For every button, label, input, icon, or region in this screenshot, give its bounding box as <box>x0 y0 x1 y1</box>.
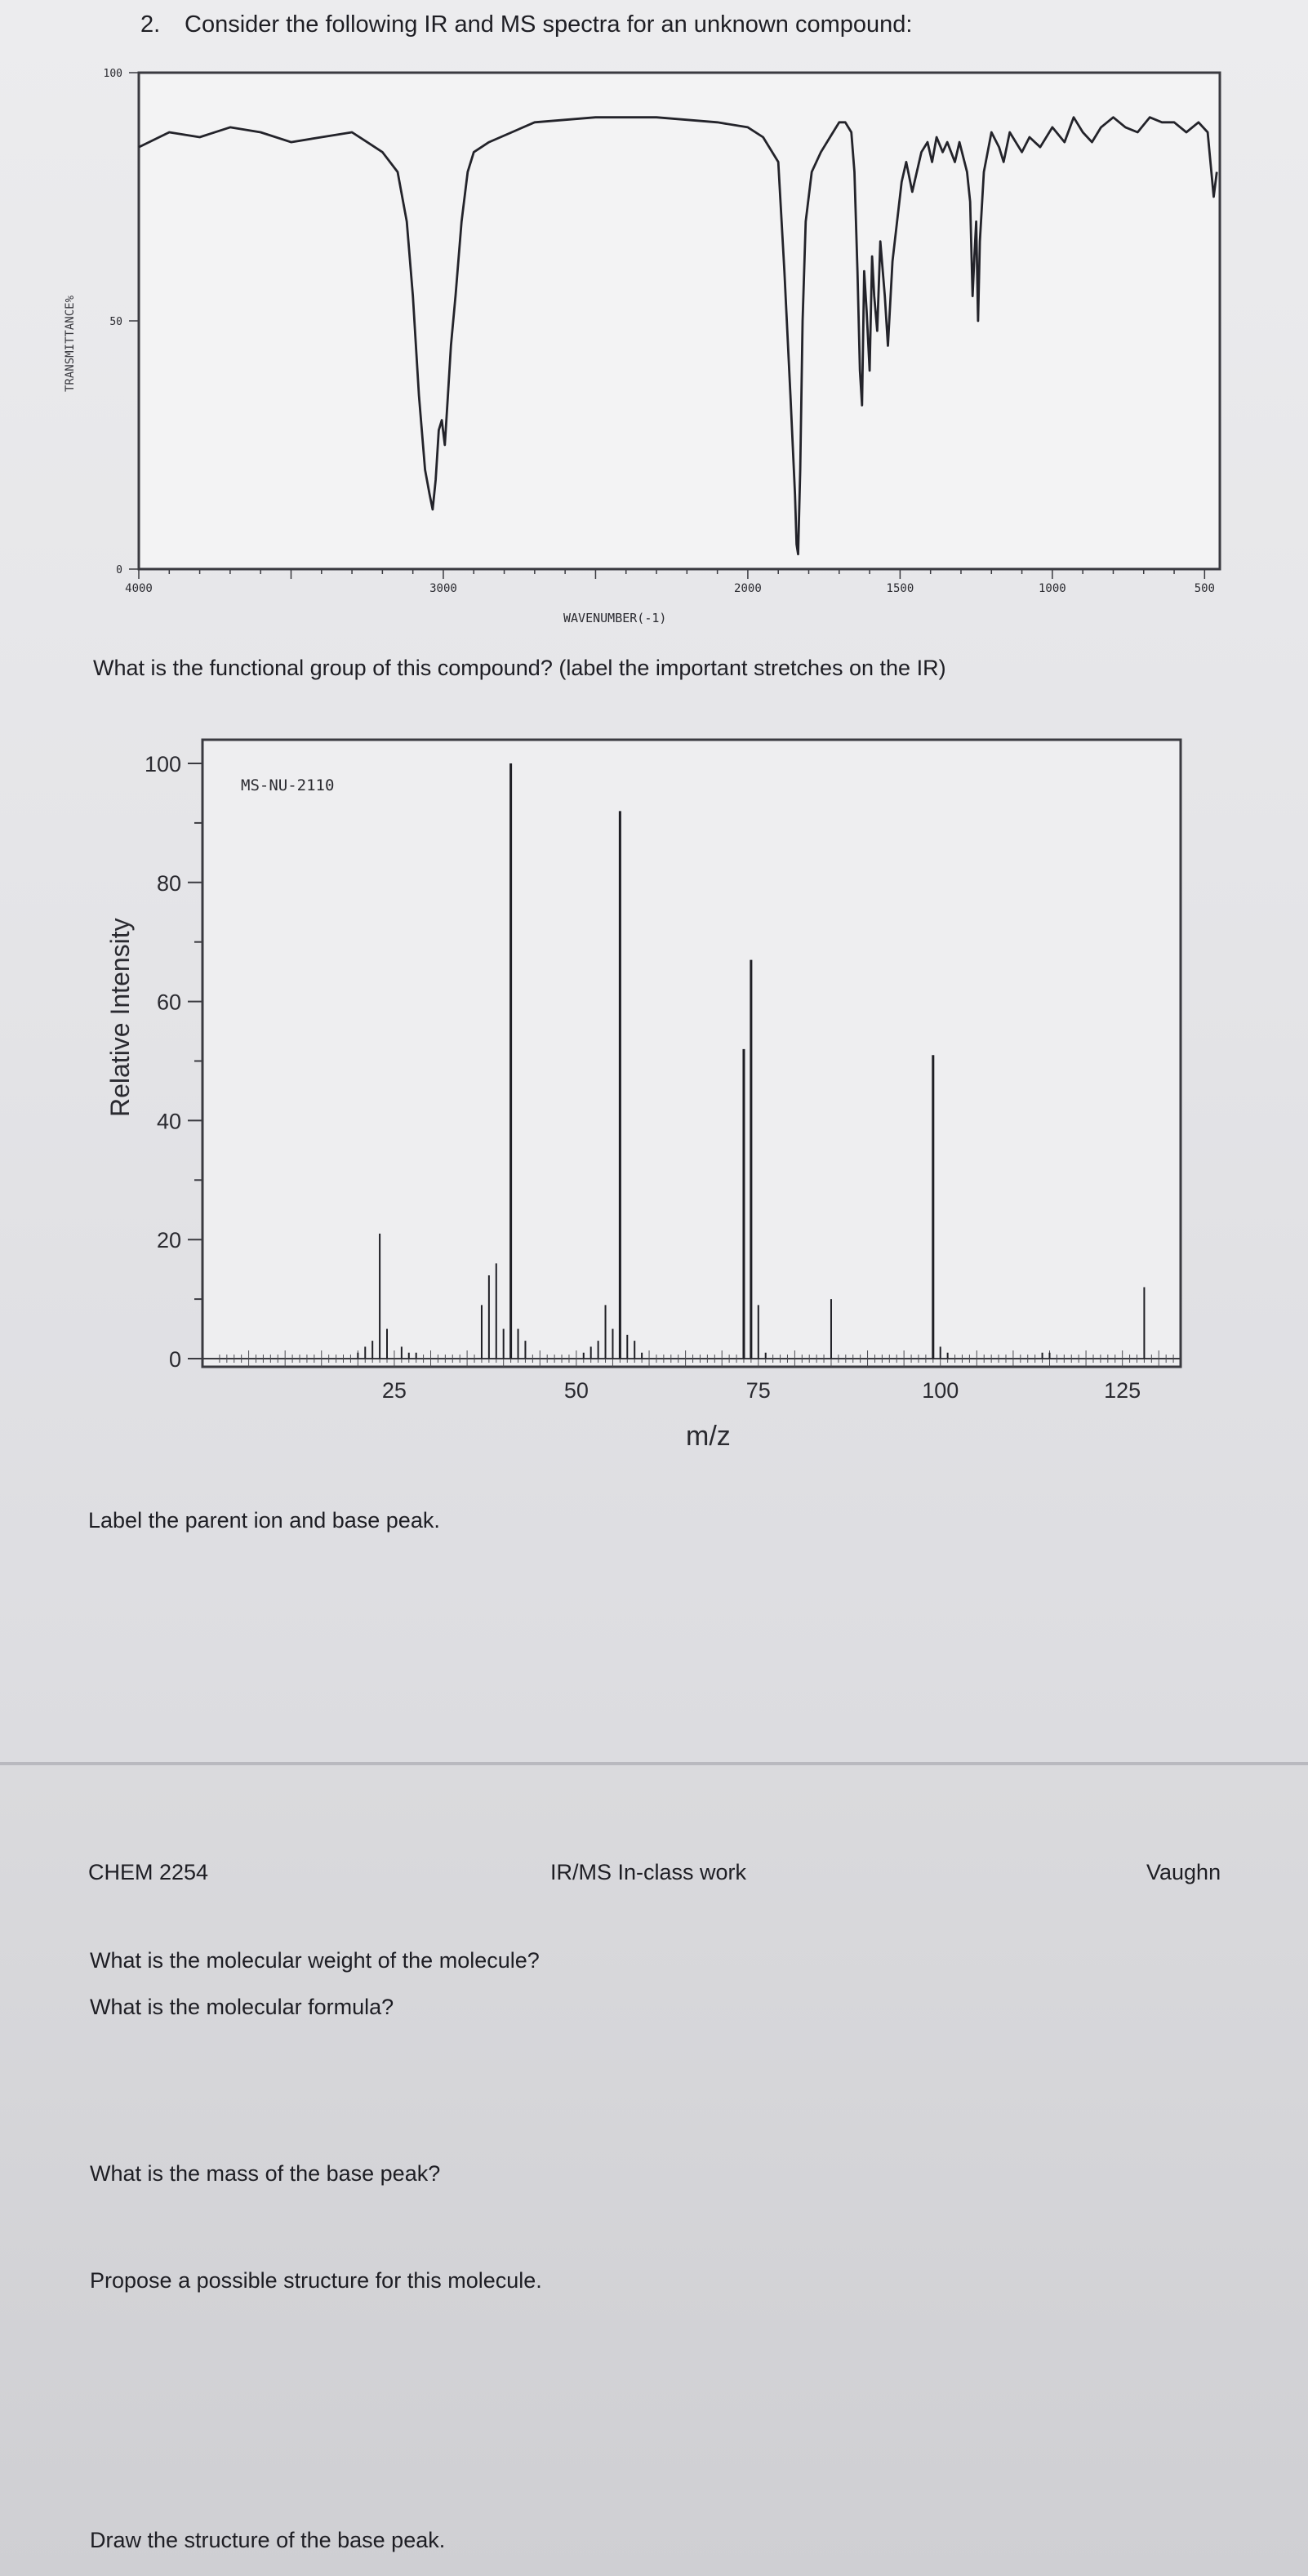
question-molecular-weight: What is the molecular weight of the mole… <box>90 1948 540 1973</box>
ms-annotation: MS-NU-2110 <box>241 776 334 794</box>
ir-y-tick-label: 100 <box>104 68 122 80</box>
ir-x-axis-label: WAVENUMBER(-1) <box>563 611 666 625</box>
question-propose-structure: Propose a possible structure for this mo… <box>90 2268 542 2293</box>
ir-question: What is the functional group of this com… <box>93 656 946 680</box>
ir-plot-frame <box>137 71 1221 571</box>
ir-x-tick-label: 500 <box>1195 582 1215 595</box>
question-molecular-formula: What is the molecular formula? <box>90 1995 394 2019</box>
ms-x-tick-label: 75 <box>746 1378 771 1403</box>
ms-x-tick-label: 100 <box>922 1378 959 1403</box>
worksheet-page-2 <box>0 1765 1308 2576</box>
question-base-peak-structure: Draw the structure of the base peak. <box>90 2528 446 2552</box>
ms-y-tick-label: 80 <box>157 871 181 896</box>
ms-x-tick-label: 125 <box>1104 1378 1141 1403</box>
footer-title: IR/MS In-class work <box>550 1860 747 1884</box>
ms-y-tick-label: 100 <box>145 752 181 776</box>
ms-plot-frame <box>201 738 1182 1368</box>
ir-x-tick-label: 1000 <box>1039 582 1066 595</box>
ms-x-axis-label: m/z <box>686 1421 731 1452</box>
ir-y-axis-label: TRANSMITTANCE% <box>64 295 77 392</box>
ir-y-tick-label: 50 <box>109 316 122 328</box>
footer-instructor: Vaughn <box>1146 1860 1221 1884</box>
ms-x-tick-label: 50 <box>564 1378 589 1403</box>
ms-y-axis-label: Relative Intensity <box>105 918 135 1117</box>
page-divider <box>0 1762 1308 1765</box>
ir-x-tick-label: 3000 <box>429 582 457 595</box>
ir-transmittance-line <box>138 116 1218 556</box>
ms-prompt: Label the parent ion and base peak. <box>88 1508 440 1533</box>
ms-y-tick-label: 20 <box>157 1228 181 1252</box>
question-text: Consider the following IR and MS spectra… <box>185 11 913 38</box>
ir-x-tick-label: 1500 <box>887 582 914 595</box>
question-base-peak-mass: What is the mass of the base peak? <box>90 2161 441 2186</box>
question-number: 2. <box>140 11 161 38</box>
ms-y-tick-label: 60 <box>157 990 181 1015</box>
ir-x-tick-label: 4000 <box>125 582 153 595</box>
ir-x-tick-label: 2000 <box>734 582 762 595</box>
ms-x-tick-label: 25 <box>382 1378 407 1403</box>
ms-y-tick-label: 0 <box>169 1347 181 1372</box>
footer-course: CHEM 2254 <box>88 1860 209 1884</box>
ms-y-tick-label: 40 <box>157 1109 181 1133</box>
ir-y-tick-label: 0 <box>116 564 122 576</box>
